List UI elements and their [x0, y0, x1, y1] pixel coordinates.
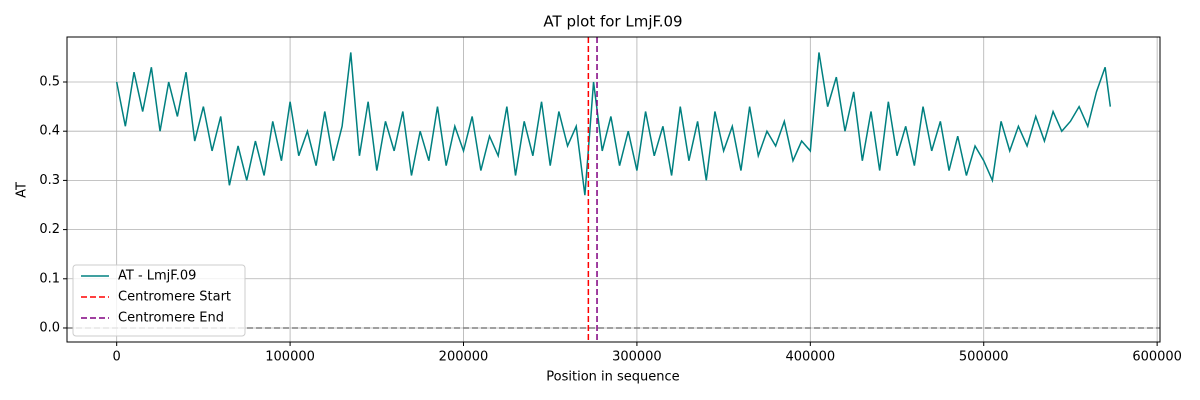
- x-tick-label: 500000: [959, 350, 1009, 365]
- legend-label: AT - LmjF.09: [118, 269, 196, 284]
- y-tick-label: 0.3: [39, 173, 60, 188]
- x-tick-label: 0: [113, 350, 121, 365]
- y-axis-label: AT: [15, 182, 30, 198]
- x-tick-label: 100000: [265, 350, 315, 365]
- y-tick-label: 0.2: [39, 222, 60, 237]
- y-tick-label: 0.5: [39, 75, 60, 90]
- x-axis-label: Position in sequence: [546, 370, 679, 385]
- x-tick-label: 200000: [439, 350, 489, 365]
- data-line: [115, 52, 1112, 196]
- legend: AT - LmjF.09 Centromere Start Centromere E…: [72, 264, 246, 337]
- y-tick-label: 0.1: [39, 271, 60, 286]
- y-tick-label: 0.4: [39, 124, 60, 139]
- y-tick-label: 0.0: [39, 320, 60, 335]
- legend-box: [72, 264, 246, 337]
- x-tick-label: 300000: [612, 350, 662, 365]
- x-tick-label: 600000: [1132, 350, 1182, 365]
- chart-title: AT plot for LmjF.09: [543, 13, 682, 31]
- legend-label: Centromere End: [118, 311, 224, 326]
- plot-frame: [66, 36, 1161, 343]
- legend-label: Centromere Start: [118, 290, 231, 305]
- x-tick-label: 400000: [785, 350, 835, 365]
